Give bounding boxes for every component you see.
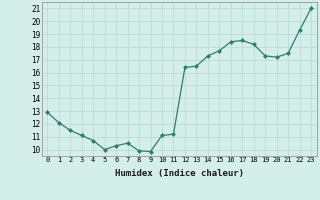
X-axis label: Humidex (Indice chaleur): Humidex (Indice chaleur) <box>115 169 244 178</box>
